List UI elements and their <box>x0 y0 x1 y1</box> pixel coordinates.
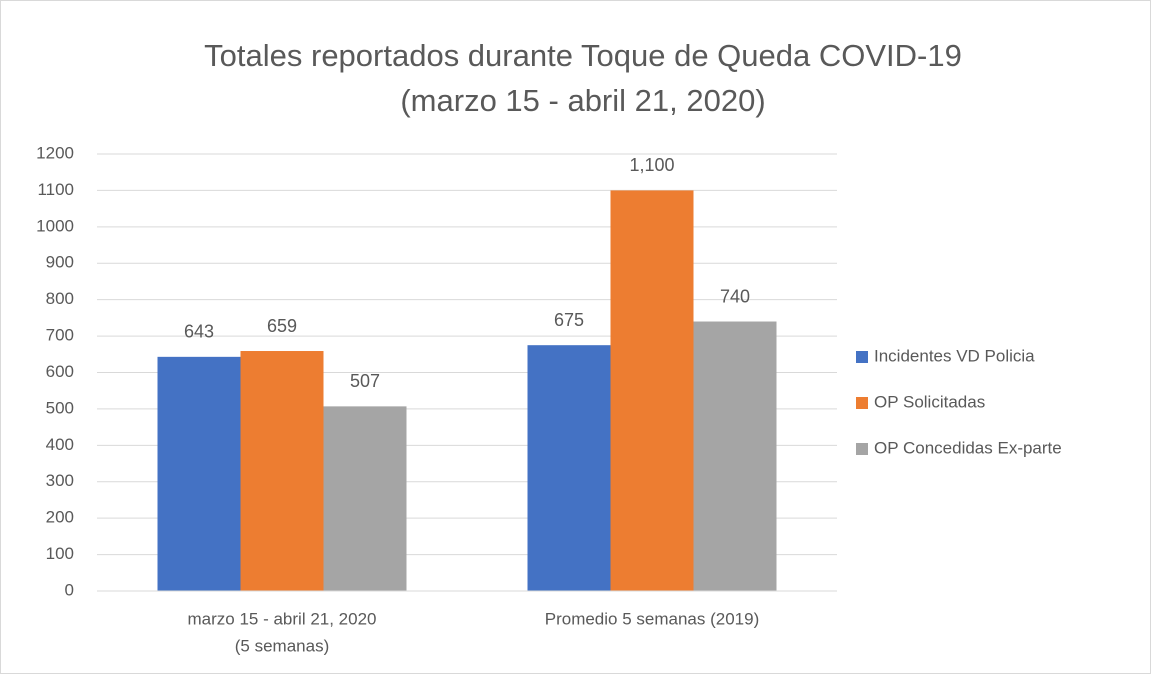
bar <box>323 406 407 591</box>
legend-label: Incidentes VD Policia <box>874 346 1035 365</box>
data-label: 740 <box>720 286 750 306</box>
chart-title: Totales reportados durante Toque de Qued… <box>204 38 962 73</box>
y-tick-label: 700 <box>46 326 74 345</box>
y-tick-label: 300 <box>46 471 74 490</box>
data-label: 659 <box>267 316 297 336</box>
bar <box>527 345 611 591</box>
legend-swatch <box>856 351 868 363</box>
y-tick-label: 1000 <box>36 216 74 235</box>
y-tick-label: 100 <box>46 544 74 563</box>
x-tick-label: marzo 15 - abril 21, 2020 <box>188 609 377 628</box>
data-label: 675 <box>554 310 584 330</box>
bar <box>610 190 694 591</box>
data-label: 507 <box>350 371 380 391</box>
y-tick-label: 800 <box>46 289 74 308</box>
x-tick-label: (5 semanas) <box>235 636 329 655</box>
bar <box>157 356 241 591</box>
y-tick-label: 1100 <box>37 180 74 199</box>
data-label: 1,100 <box>629 155 674 175</box>
legend-swatch <box>856 443 868 455</box>
legend-swatch <box>856 397 868 409</box>
y-tick-label: 0 <box>65 580 74 599</box>
legend-label: OP Concedidas Ex-parte <box>874 438 1062 457</box>
data-label: 643 <box>184 322 214 342</box>
y-tick-label: 600 <box>46 362 74 381</box>
y-tick-label: 500 <box>46 398 74 417</box>
chart-title: (marzo 15 - abril 21, 2020) <box>400 83 765 118</box>
y-tick-label: 900 <box>46 253 74 272</box>
x-tick-label: Promedio 5 semanas (2019) <box>545 609 760 628</box>
y-tick-label: 200 <box>46 508 74 527</box>
bar <box>693 321 777 591</box>
bar <box>240 351 324 591</box>
legend-label: OP Solicitadas <box>874 392 985 411</box>
y-tick-label: 400 <box>46 435 74 454</box>
y-tick-label: 1200 <box>36 143 74 162</box>
